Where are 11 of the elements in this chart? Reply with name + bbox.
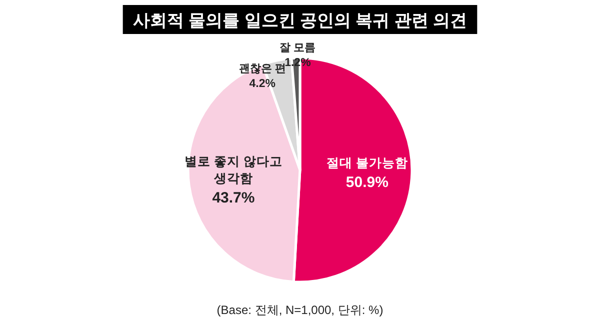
title: 사회적 물의를 일으킨 공인의 복귀 관련 의견	[122, 5, 478, 34]
data-label: 4.2%	[249, 78, 276, 90]
chart-title: 사회적 물의를 일으킨 공인의 복귀 관련 의견	[132, 11, 468, 30]
slice-label: 잘 모름	[280, 42, 316, 54]
slice-label: 괜찮은 편	[238, 62, 286, 75]
slice-label: 절대 불가능함	[326, 156, 408, 170]
data-label: 50.9%	[346, 174, 388, 191]
data-label: 1.2%	[284, 56, 311, 69]
text: (Base: 전체, N=1,000, 단위: %)	[216, 303, 384, 317]
data-label: 43.7%	[212, 189, 255, 206]
slice-label: 별로 좋지 않다고 생각함	[184, 154, 282, 186]
